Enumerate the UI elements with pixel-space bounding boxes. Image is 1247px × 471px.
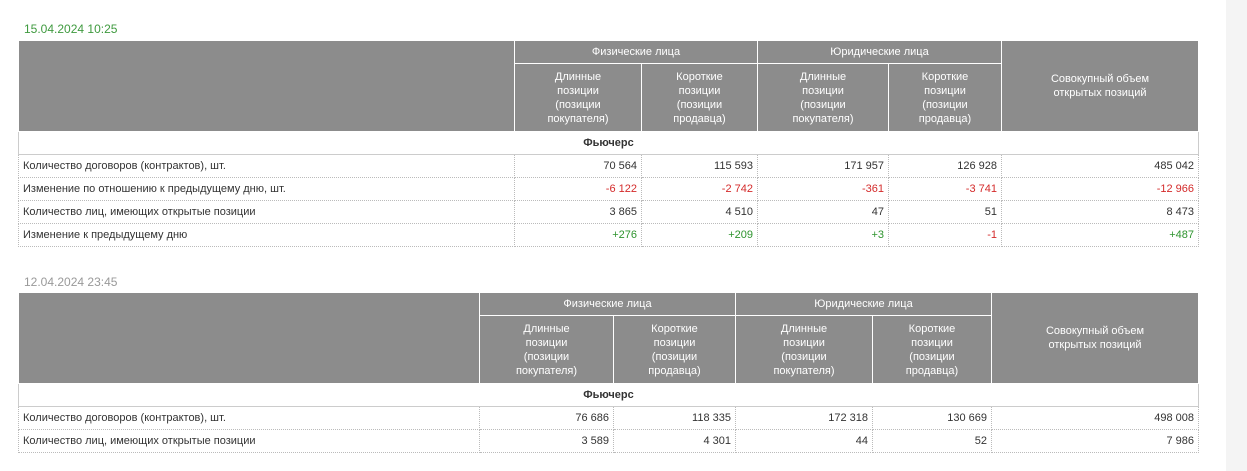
subheader: Короткие позиции (позиции продавца) bbox=[613, 315, 736, 384]
group-header: Юридические лица bbox=[735, 292, 992, 316]
positions-table: Физические лица Юридические лица Совокупны… bbox=[18, 40, 1199, 247]
data-row: Количество договоров (контрактов), шт. 76… bbox=[18, 406, 1199, 430]
value-cell: 130 669 bbox=[872, 406, 992, 430]
subheader: Короткие позиции (позиции продавца) bbox=[888, 63, 1002, 132]
row-label: Количество лиц, имеющих открытые позиции bbox=[18, 200, 515, 224]
section-label: Фьючерс bbox=[18, 383, 1199, 407]
value-cell: 4 510 bbox=[641, 200, 758, 224]
data-row: Количество лиц, имеющих открытые позиции… bbox=[18, 429, 1199, 453]
subheader: Длинные позиции (позиции покупателя) bbox=[479, 315, 614, 384]
value-cell: 47 bbox=[757, 200, 889, 224]
value-cell: 126 928 bbox=[888, 154, 1002, 178]
timestamp: 12.04.2024 23:45 bbox=[24, 275, 118, 289]
section-row: Фьючерс bbox=[18, 383, 1199, 407]
scroll-area bbox=[1226, 0, 1247, 471]
value-cell: 3 589 bbox=[479, 429, 614, 453]
header-row: Физические лица Юридические лица Совокупны… bbox=[18, 292, 1199, 384]
value-cell: +209 bbox=[641, 223, 758, 247]
value-cell: -6 122 bbox=[514, 177, 642, 201]
value-cell: 44 bbox=[735, 429, 873, 453]
value-cell: -2 742 bbox=[641, 177, 758, 201]
value-cell: +276 bbox=[514, 223, 642, 247]
value-cell: -12 966 bbox=[1001, 177, 1199, 201]
value-cell: 3 865 bbox=[514, 200, 642, 224]
subheader-row: Длинные позиции (позиции покупателя) Коро… bbox=[19, 315, 1199, 384]
subheader: Длинные позиции (позиции покупателя) bbox=[735, 315, 873, 384]
total-header: Совокупный объем открытых позиций bbox=[1001, 40, 1199, 132]
value-cell: -1 bbox=[888, 223, 1002, 247]
value-cell: 8 473 bbox=[1001, 200, 1199, 224]
subheader-text: Короткие позиции (позиции продавца) bbox=[918, 70, 972, 125]
value-cell: 70 564 bbox=[514, 154, 642, 178]
data-row: Изменение к предыдущему дню +276 +209 +3 -1 +… bbox=[18, 223, 1199, 247]
value-cell: 485 042 bbox=[1001, 154, 1199, 178]
value-cell: 52 bbox=[872, 429, 992, 453]
total-header: Совокупный объем открытых позиций bbox=[991, 292, 1199, 384]
row-label: Количество договоров (контрактов), шт. bbox=[18, 154, 515, 178]
value-cell: 172 318 bbox=[735, 406, 873, 430]
value-cell: -361 bbox=[757, 177, 889, 201]
row-label: Изменение по отношению к предыдущему дню… bbox=[18, 177, 515, 201]
subheader: Длинные позиции (позиции покупателя) bbox=[757, 63, 889, 132]
timestamp: 15.04.2024 10:25 bbox=[24, 22, 118, 36]
value-cell: 4 301 bbox=[613, 429, 736, 453]
value-cell: 171 957 bbox=[757, 154, 889, 178]
header-cell bbox=[18, 292, 480, 384]
header-row: Физические лица Юридические лица Совокупны… bbox=[18, 40, 1199, 132]
group-header: Физические лица bbox=[514, 40, 758, 64]
section-row: Фьючерс bbox=[18, 131, 1199, 155]
value-cell: 118 335 bbox=[613, 406, 736, 430]
row-label: Количество договоров (контрактов), шт. bbox=[18, 406, 480, 430]
subheader-text: Длинные позиции (позиции покупателя) bbox=[773, 322, 835, 377]
value-cell: 7 986 bbox=[991, 429, 1199, 453]
value-cell: -3 741 bbox=[888, 177, 1002, 201]
subheader-text: Короткие позиции (позиции продавца) bbox=[648, 322, 701, 377]
subheader: Короткие позиции (позиции продавца) bbox=[641, 63, 758, 132]
value-cell: +3 bbox=[757, 223, 889, 247]
data-row: Изменение по отношению к предыдущему дню… bbox=[18, 177, 1199, 201]
subheader: Длинные позиции (позиции покупателя) bbox=[514, 63, 642, 132]
value-cell: 51 bbox=[888, 200, 1002, 224]
value-cell: 115 593 bbox=[641, 154, 758, 178]
total-header-text: Совокупный объем открытых позиций bbox=[1045, 325, 1145, 351]
header-cell bbox=[18, 40, 515, 132]
section-label: Фьючерс bbox=[18, 131, 1199, 155]
subheader: Короткие позиции (позиции продавца) bbox=[872, 315, 992, 384]
subheader-text: Длинные позиции (позиции покупателя) bbox=[547, 70, 609, 125]
value-cell: 76 686 bbox=[479, 406, 614, 430]
data-row: Количество лиц, имеющих открытые позиции… bbox=[18, 200, 1199, 224]
group-header: Юридические лица bbox=[757, 40, 1002, 64]
subheader-text: Короткие позиции (позиции продавца) bbox=[673, 70, 726, 125]
subheader-text: Короткие позиции (позиции продавца) bbox=[905, 322, 959, 377]
row-label: Изменение к предыдущему дню bbox=[18, 223, 515, 247]
subheader-text: Длинные позиции (позиции покупателя) bbox=[515, 322, 578, 377]
data-row: Количество договоров (контрактов), шт. 70… bbox=[18, 154, 1199, 178]
row-label: Количество лиц, имеющих открытые позиции bbox=[18, 429, 480, 453]
total-header-text: Совокупный объем открытых позиций bbox=[1050, 73, 1150, 99]
value-cell: +487 bbox=[1001, 223, 1199, 247]
positions-table: Физические лица Юридические лица Совокупны… bbox=[18, 292, 1199, 453]
group-header: Физические лица bbox=[479, 292, 736, 316]
value-cell: 498 008 bbox=[991, 406, 1199, 430]
subheader-text: Длинные позиции (позиции покупателя) bbox=[792, 70, 854, 125]
